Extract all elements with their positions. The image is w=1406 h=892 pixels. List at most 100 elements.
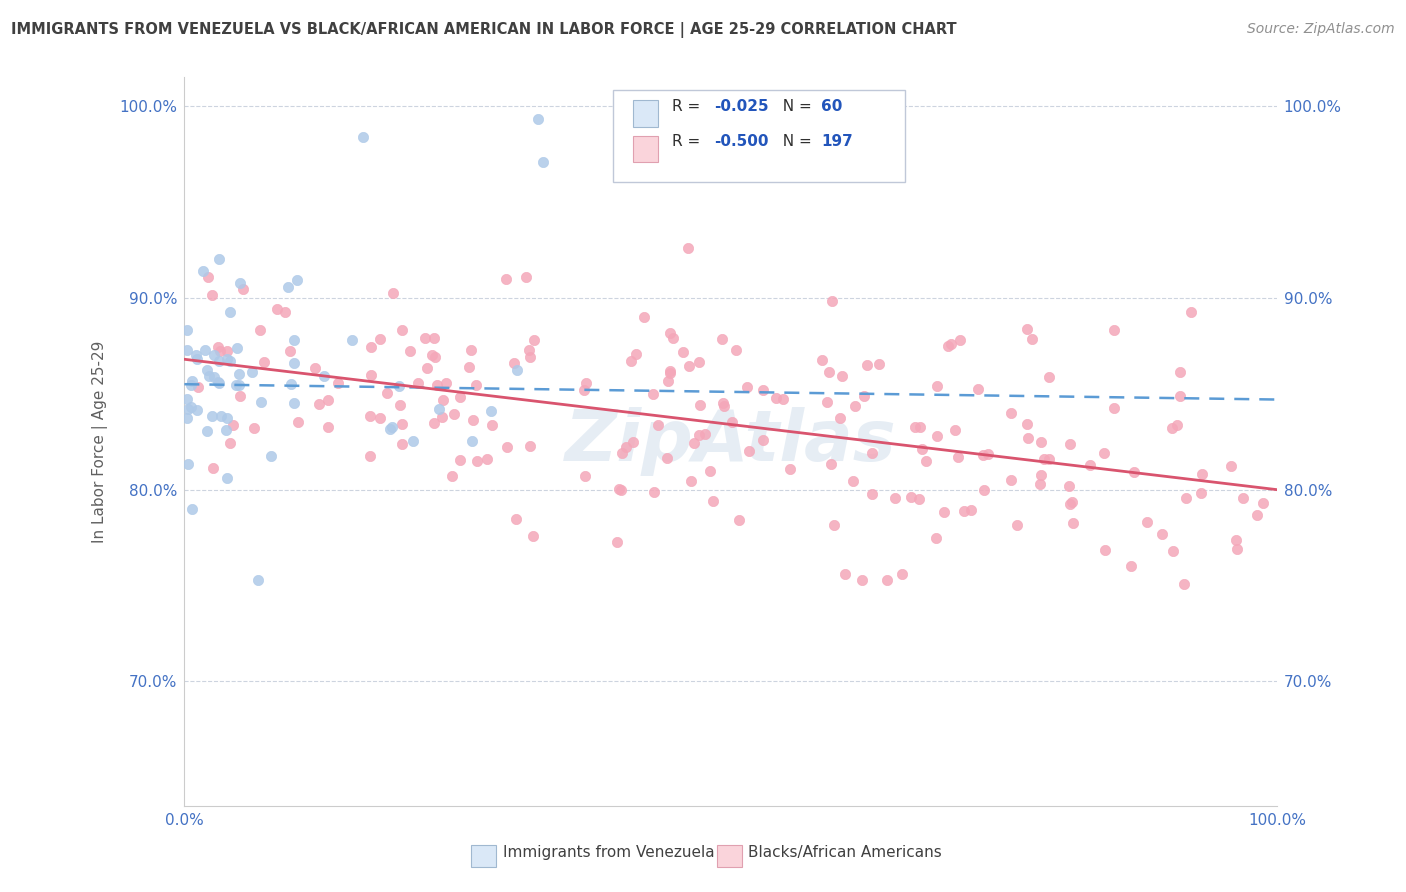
Point: [1225, 533, 1247, 547]
Point: [180, 378, 202, 392]
Point: [522, 528, 544, 542]
Point: [359, 409, 381, 424]
Point: [194, 343, 217, 357]
Text: R =: R =: [672, 99, 706, 113]
Point: [274, 305, 297, 319]
Text: R =: R =: [672, 135, 706, 149]
Point: [229, 276, 252, 290]
Point: [946, 450, 969, 464]
Point: [1017, 431, 1039, 445]
Point: [195, 424, 218, 438]
Point: [430, 409, 453, 424]
Point: [609, 483, 631, 497]
Point: [1017, 417, 1039, 431]
Y-axis label: In Labor Force | Age 25-29: In Labor Force | Age 25-29: [93, 341, 108, 543]
Point: [936, 338, 959, 352]
Point: [659, 326, 682, 341]
Point: [519, 439, 541, 453]
Point: [779, 462, 801, 476]
Point: [425, 378, 447, 392]
Point: [399, 343, 422, 358]
Point: [388, 379, 411, 393]
Point: [1166, 417, 1188, 432]
Point: [360, 368, 382, 383]
Point: [960, 503, 983, 517]
Point: [610, 446, 633, 460]
Point: [904, 419, 927, 434]
Point: [209, 409, 232, 424]
Point: [207, 340, 229, 354]
Point: [208, 354, 231, 368]
Point: [495, 272, 517, 286]
Text: ZipAtlas: ZipAtlas: [565, 408, 897, 476]
Text: -0.025: -0.025: [714, 99, 769, 113]
Point: [852, 389, 875, 403]
Point: [1092, 446, 1115, 460]
Point: [408, 376, 430, 390]
Point: [443, 407, 465, 421]
Point: [378, 422, 401, 436]
Point: [460, 343, 482, 357]
Point: [891, 567, 914, 582]
Point: [1180, 305, 1202, 319]
Point: [423, 350, 446, 364]
Point: [250, 394, 273, 409]
Point: [614, 440, 637, 454]
Point: [1251, 496, 1274, 510]
Text: 60: 60: [821, 99, 842, 113]
Point: [925, 379, 948, 393]
Point: [219, 435, 242, 450]
Point: [222, 418, 245, 433]
Point: [1175, 491, 1198, 506]
Point: [721, 415, 744, 429]
Point: [911, 442, 934, 456]
Point: [927, 429, 949, 443]
Point: [340, 333, 363, 347]
Point: [382, 286, 405, 301]
Point: [817, 365, 839, 379]
Point: [688, 355, 710, 369]
Point: [1163, 544, 1185, 558]
Point: [1005, 518, 1028, 533]
Point: [427, 402, 450, 417]
Point: [671, 345, 693, 359]
Point: [676, 241, 699, 255]
Point: [737, 380, 759, 394]
Point: [681, 474, 703, 488]
Point: [517, 343, 540, 358]
Point: [727, 513, 749, 527]
Point: [834, 566, 856, 581]
Point: [1078, 458, 1101, 472]
Point: [505, 512, 527, 526]
Point: [907, 492, 929, 507]
Point: [1059, 436, 1081, 450]
Point: [496, 440, 519, 454]
Point: [724, 343, 747, 358]
Point: [193, 264, 215, 278]
Point: [856, 358, 879, 372]
Point: [217, 351, 239, 366]
Point: [225, 378, 247, 392]
Point: [285, 273, 308, 287]
Point: [932, 505, 955, 519]
Point: [655, 451, 678, 466]
Point: [391, 417, 413, 432]
Point: [215, 410, 238, 425]
Point: [1102, 401, 1125, 415]
Point: [465, 454, 488, 468]
Point: [828, 411, 851, 425]
Point: [208, 344, 231, 359]
Point: [523, 334, 546, 348]
Point: [662, 331, 685, 345]
Point: [180, 501, 202, 516]
Point: [253, 355, 276, 369]
Point: [1102, 323, 1125, 337]
Point: [218, 354, 240, 368]
Point: [202, 460, 225, 475]
Point: [207, 376, 229, 390]
Point: [966, 382, 988, 396]
Point: [186, 352, 208, 367]
Point: [242, 420, 264, 434]
Point: [232, 282, 254, 296]
Point: [1232, 491, 1254, 505]
